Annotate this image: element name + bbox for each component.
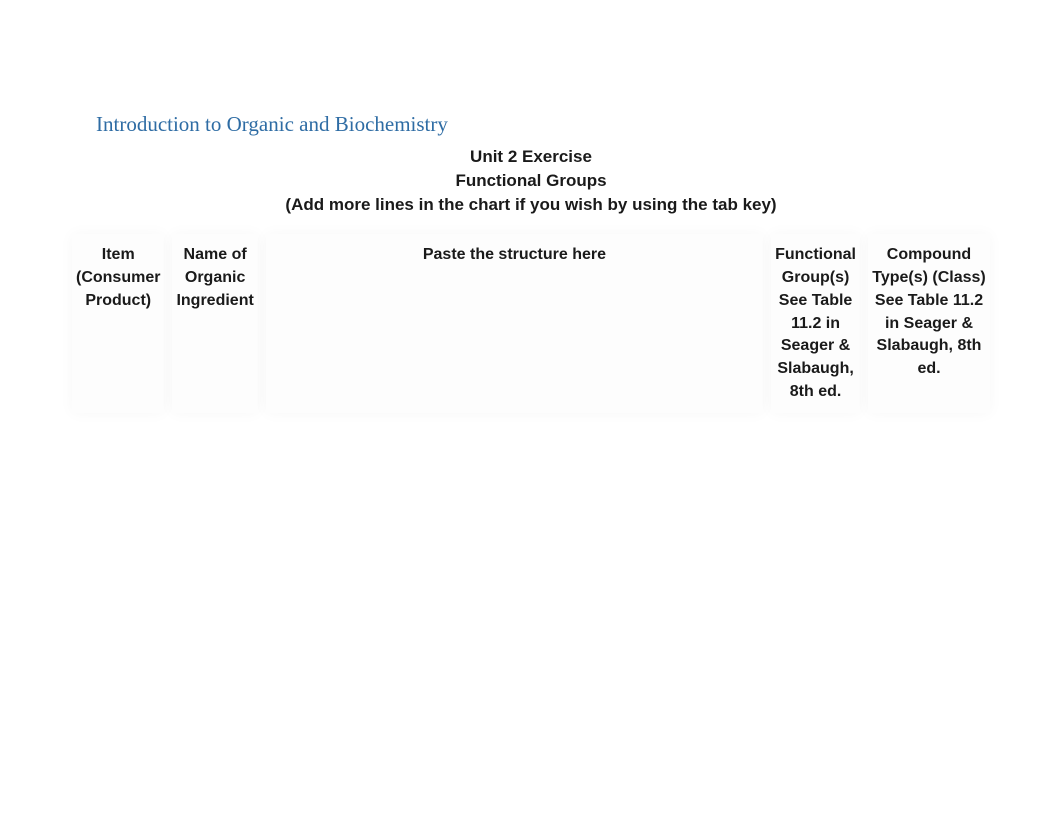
worksheet-table: Item (Consumer Product) Name of Organic … — [64, 234, 998, 413]
worksheet-table-container: Item (Consumer Product) Name of Organic … — [64, 234, 998, 413]
table-header-row: Item (Consumer Product) Name of Organic … — [72, 234, 990, 413]
course-title: Introduction to Organic and Biochemistry — [96, 112, 966, 137]
column-header-functional-group: Functional Group(s) See Table 11.2 in Se… — [771, 234, 860, 413]
exercise-instruction: (Add more lines in the chart if you wish… — [96, 193, 966, 217]
exercise-topic: Functional Groups — [96, 169, 966, 193]
header-note: See Table 11.2 in Seager & Slabaugh, 8th… — [872, 290, 986, 381]
exercise-header: Unit 2 Exercise Functional Groups (Add m… — [96, 145, 966, 216]
header-text: Name of Organic Ingredient — [176, 244, 253, 312]
unit-title: Unit 2 Exercise — [96, 145, 966, 169]
column-header-compound-type: Compound Type(s) (Class) See Table 11.2 … — [868, 234, 990, 413]
column-header-item: Item (Consumer Product) — [72, 234, 164, 413]
column-header-ingredient: Name of Organic Ingredient — [172, 234, 257, 413]
header-text: Paste the structure here — [270, 244, 759, 267]
header-text: Functional Group(s) — [775, 244, 856, 289]
header-text: Item (Consumer Product) — [76, 244, 160, 312]
header-note: See Table 11.2 in Seager & Slabaugh, 8th… — [775, 290, 856, 404]
column-header-structure: Paste the structure here — [266, 234, 763, 413]
header-text: Compound Type(s) (Class) — [872, 244, 986, 289]
worksheet-page: Introduction to Organic and Biochemistry… — [0, 0, 1062, 413]
